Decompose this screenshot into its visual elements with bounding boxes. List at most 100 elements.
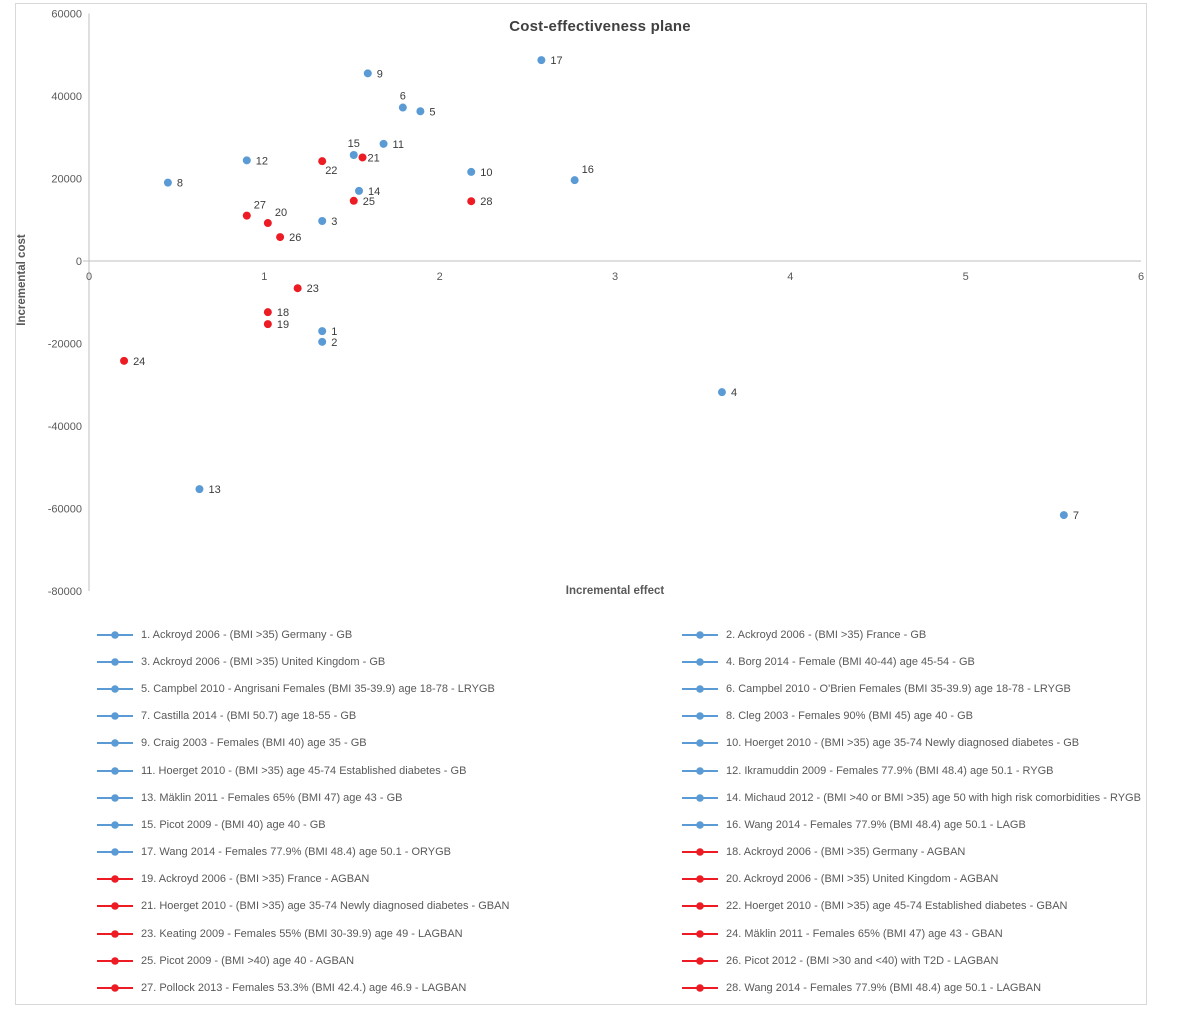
x-tick-label-1: 1 [261, 271, 267, 283]
legend-marker-icon [682, 821, 718, 829]
y-tick-label--20000: -20000 [48, 339, 82, 351]
legend-item-11: 11. Hoerget 2010 - (BMI >35) age 45-74 E… [97, 757, 657, 784]
data-point-12 [242, 156, 251, 165]
legend-marker-icon [682, 766, 718, 775]
data-point-17 [537, 56, 546, 65]
legend-item-23: 23. Keating 2009 - Females 55% (BMI 30-3… [97, 920, 657, 947]
legend-item-label: 21. Hoerget 2010 - (BMI >35) age 35-74 N… [141, 900, 510, 913]
legend-item-8: 8. Cleg 2003 - Females 90% (BMI 45) age … [682, 703, 1182, 730]
legend-marker-icon [682, 793, 718, 802]
data-point-16 [570, 176, 579, 185]
data-point-18 [263, 308, 272, 317]
data-point-19 [263, 320, 272, 329]
data-point-11 [379, 139, 388, 148]
y-tick-label--60000: -60000 [48, 504, 82, 516]
legend-item-12: 12. Ikramuddin 2009 - Females 77.9% (BMI… [682, 757, 1182, 784]
legend-item-label: 12. Ikramuddin 2009 - Females 77.9% (BMI… [726, 764, 1054, 777]
data-point-label-21: 21 [368, 152, 380, 164]
legend-item-label: 27. Pollock 2013 - Females 53.3% (BMI 42… [141, 982, 467, 995]
legend-item-label: 25. Picot 2009 - (BMI >40) age 40 - AGBA… [141, 954, 355, 967]
legend-item-label: 28. Wang 2014 - Females 77.9% (BMI 48.4)… [726, 982, 1042, 995]
legend-item-25: 25. Picot 2009 - (BMI >40) age 40 - AGBA… [97, 947, 657, 974]
chart-border-frame [15, 3, 1147, 1005]
data-point-label-6: 6 [400, 91, 406, 103]
legend-marker-icon [97, 739, 133, 748]
legend-column-left: 1. Ackroyd 2006 - (BMI >35) Germany - GB… [97, 621, 657, 1002]
legend-marker-icon [97, 630, 133, 639]
y-tick-label-20000: 20000 [51, 174, 82, 186]
legend-marker-icon [97, 712, 133, 720]
data-point-6 [398, 103, 407, 112]
legend-item-15: 15. Picot 2009 - (BMI 40) age 40 - GB [97, 811, 657, 838]
legend-item-label: 19. Ackroyd 2006 - (BMI >35) France - AG… [141, 873, 370, 886]
data-point-label-23: 23 [307, 283, 319, 295]
legend-marker-icon [682, 875, 718, 884]
legend-item-label: 23. Keating 2009 - Females 55% (BMI 30-3… [141, 927, 463, 940]
data-point-label-9: 9 [377, 68, 383, 80]
legend-marker-icon [682, 630, 718, 639]
x-tick-label-6: 6 [1138, 271, 1144, 283]
y-tick-label--80000: -80000 [48, 586, 82, 598]
data-point-label-25: 25 [363, 196, 375, 208]
data-point-15 [349, 150, 358, 159]
legend-item-label: 6. Campbel 2010 - O'Brien Females (BMI 3… [726, 682, 1071, 695]
legend-item-18: 18. Ackroyd 2006 - (BMI >35) Germany - A… [682, 839, 1182, 866]
scatter-plot-area: 60000 40000 20000 0 -20000 -40000 -60000 -80000… [48, 9, 1144, 599]
legend-item-19: 19. Ackroyd 2006 - (BMI >35) France - AG… [97, 866, 657, 893]
chart-title: Cost-effectiveness plane [509, 18, 691, 35]
legend-column-right: 2. Ackroyd 2006 - (BMI >35) France - GB 4… [682, 621, 1182, 1002]
data-point-9 [363, 69, 372, 78]
legend-marker-icon [682, 902, 718, 911]
data-point-label-28: 28 [480, 196, 492, 208]
legend-item-label: 26. Picot 2012 - (BMI >30 and <40) with … [726, 954, 999, 967]
legend-item-22: 22. Hoerget 2010 - (BMI >35) age 45-74 E… [682, 893, 1182, 920]
legend-item-4: 4. Borg 2014 - Female (BMI 40-44) age 45… [682, 648, 1182, 675]
legend-item-label: 17. Wang 2014 - Females 77.9% (BMI 48.4)… [141, 846, 451, 859]
legend-item-label: 15. Picot 2009 - (BMI 40) age 40 - GB [141, 818, 326, 831]
legend-item-label: 10. Hoerget 2010 - (BMI >35) age 35-74 N… [726, 737, 1080, 750]
x-tick-label-5: 5 [963, 271, 969, 283]
data-point-label-4: 4 [731, 387, 737, 399]
data-point-label-16: 16 [582, 164, 594, 176]
data-point-28 [467, 197, 476, 206]
legend-item-label: 3. Ackroyd 2006 - (BMI >35) United Kingd… [141, 655, 386, 668]
legend-item-21: 21. Hoerget 2010 - (BMI >35) age 35-74 N… [97, 893, 657, 920]
legend-item-27: 27. Pollock 2013 - Females 53.3% (BMI 42… [97, 974, 657, 1001]
legend-item-label: 2. Ackroyd 2006 - (BMI >35) France - GB [726, 628, 927, 641]
data-point-label-18: 18 [277, 307, 289, 319]
data-point-label-7: 7 [1073, 510, 1079, 522]
data-point-23 [293, 284, 302, 293]
y-tick-label-0: 0 [76, 256, 82, 268]
legend-item-label: 14. Michaud 2012 - (BMI >40 or BMI >35) … [726, 791, 1141, 804]
data-point-8 [163, 178, 172, 187]
legend-item-3: 3. Ackroyd 2006 - (BMI >35) United Kingd… [97, 648, 657, 675]
legend-marker-icon [97, 957, 133, 965]
legend-item-16: 16. Wang 2014 - Females 77.9% (BMI 48.4)… [682, 811, 1182, 838]
data-point-7 [1059, 511, 1068, 520]
legend-item-13: 13. Mäklin 2011 - Females 65% (BMI 47) a… [97, 784, 657, 811]
legend-item-label: 22. Hoerget 2010 - (BMI >35) age 45-74 E… [726, 900, 1068, 913]
data-point-label-15: 15 [348, 138, 360, 150]
legend-item-label: 13. Mäklin 2011 - Females 65% (BMI 47) a… [141, 791, 403, 804]
legend-item-26: 26. Picot 2012 - (BMI >30 and <40) with … [682, 947, 1182, 974]
legend-item-label: 1. Ackroyd 2006 - (BMI >35) Germany - GB [141, 628, 353, 641]
data-point-26 [276, 233, 285, 242]
data-point-13 [195, 485, 204, 494]
data-point-label-1: 1 [331, 326, 337, 338]
data-point-5 [416, 107, 425, 116]
legend-marker-icon [97, 821, 133, 829]
legend-item-14: 14. Michaud 2012 - (BMI >40 or BMI >35) … [682, 784, 1182, 811]
legend-item-17: 17. Wang 2014 - Females 77.9% (BMI 48.4)… [97, 839, 657, 866]
legend-marker-icon [682, 957, 718, 965]
data-point-label-2: 2 [331, 337, 337, 349]
legend-item-label: 11. Hoerget 2010 - (BMI >35) age 45-74 E… [141, 764, 467, 777]
data-point-label-12: 12 [256, 155, 268, 167]
legend-marker-icon [682, 848, 718, 856]
legend-marker-icon [682, 657, 718, 666]
legend-marker-icon [682, 739, 718, 748]
data-point-label-14: 14 [368, 186, 380, 198]
legend-item-label: 8. Cleg 2003 - Females 90% (BMI 45) age … [726, 710, 974, 723]
legend-marker-icon [97, 685, 133, 693]
x-tick-label-2: 2 [437, 271, 443, 283]
